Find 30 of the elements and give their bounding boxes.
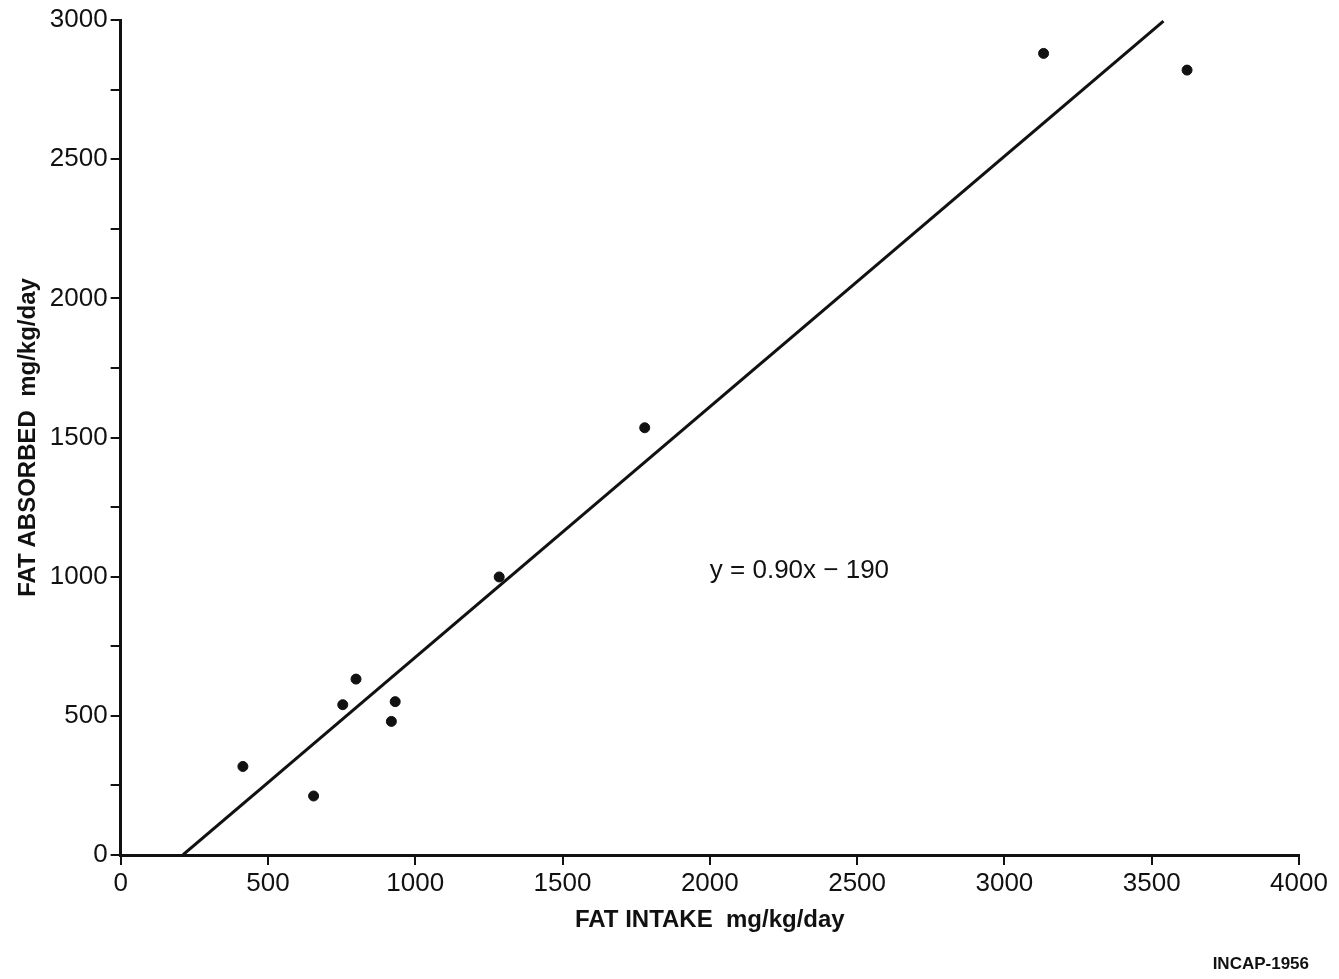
point (639, 422, 651, 434)
x-tick-label: 0 (113, 866, 128, 897)
x-axis-title: FAT INTAKE mg/kg/day (574, 905, 846, 933)
point (493, 571, 505, 583)
annotation: y = 0.90x − 190 (709, 554, 890, 585)
x-tick-label: 2000 (680, 866, 739, 897)
point (389, 696, 401, 708)
x-tick-label: 1000 (386, 866, 445, 897)
y-axis-title: FAT ABSORBED mg/kg/day (13, 277, 41, 597)
y-tick-label: 3000 (49, 3, 108, 34)
point (385, 715, 397, 727)
point (308, 790, 320, 802)
y-tick-label: 1000 (49, 559, 108, 590)
point (1038, 47, 1050, 59)
y-tick-label: 500 (64, 699, 108, 730)
x-tick-label: 3000 (975, 866, 1034, 897)
y-tick-label: 2500 (49, 142, 108, 173)
x-tick-label: 1500 (533, 866, 592, 897)
point (237, 760, 249, 772)
y-tick-label: 0 (93, 838, 108, 869)
y-tick-label: 1500 (49, 420, 108, 451)
x-tick-label: 2500 (828, 866, 887, 897)
x-tick-label: 3500 (1122, 866, 1181, 897)
text: INCAP-1956 (1212, 954, 1309, 974)
x-tick-label: 4000 (1270, 866, 1328, 897)
point (337, 699, 349, 711)
point (1181, 64, 1193, 76)
y-tick-label: 2000 (49, 281, 108, 312)
x-tick-label: 500 (246, 866, 290, 897)
point (350, 673, 362, 685)
